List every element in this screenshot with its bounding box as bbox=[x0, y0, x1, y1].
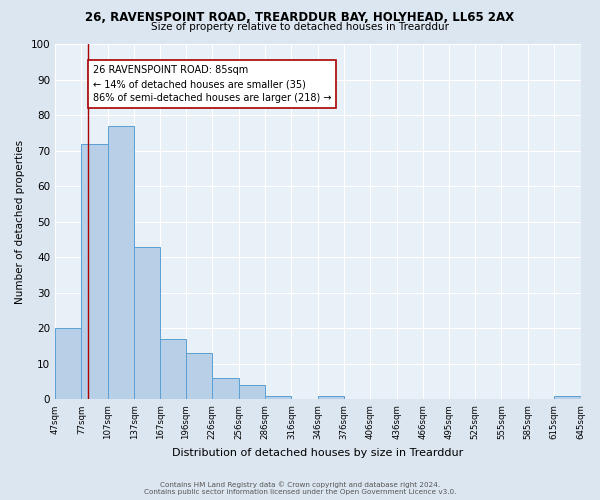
Bar bbox=[265, 396, 292, 400]
Text: Contains public sector information licensed under the Open Government Licence v3: Contains public sector information licen… bbox=[144, 489, 456, 495]
Bar bbox=[186, 353, 212, 400]
Bar bbox=[134, 246, 160, 400]
Bar bbox=[82, 144, 108, 400]
Bar bbox=[239, 385, 265, 400]
Text: 26, RAVENSPOINT ROAD, TREARDDUR BAY, HOLYHEAD, LL65 2AX: 26, RAVENSPOINT ROAD, TREARDDUR BAY, HOL… bbox=[85, 11, 515, 24]
Bar bbox=[554, 396, 581, 400]
Bar bbox=[108, 126, 134, 400]
Text: 26 RAVENSPOINT ROAD: 85sqm
← 14% of detached houses are smaller (35)
86% of semi: 26 RAVENSPOINT ROAD: 85sqm ← 14% of deta… bbox=[93, 66, 331, 104]
Bar bbox=[55, 328, 82, 400]
Bar bbox=[160, 339, 186, 400]
Y-axis label: Number of detached properties: Number of detached properties bbox=[15, 140, 25, 304]
Bar bbox=[212, 378, 239, 400]
Bar bbox=[318, 396, 344, 400]
X-axis label: Distribution of detached houses by size in Trearddur: Distribution of detached houses by size … bbox=[172, 448, 463, 458]
Text: Size of property relative to detached houses in Trearddur: Size of property relative to detached ho… bbox=[151, 22, 449, 32]
Text: Contains HM Land Registry data © Crown copyright and database right 2024.: Contains HM Land Registry data © Crown c… bbox=[160, 481, 440, 488]
